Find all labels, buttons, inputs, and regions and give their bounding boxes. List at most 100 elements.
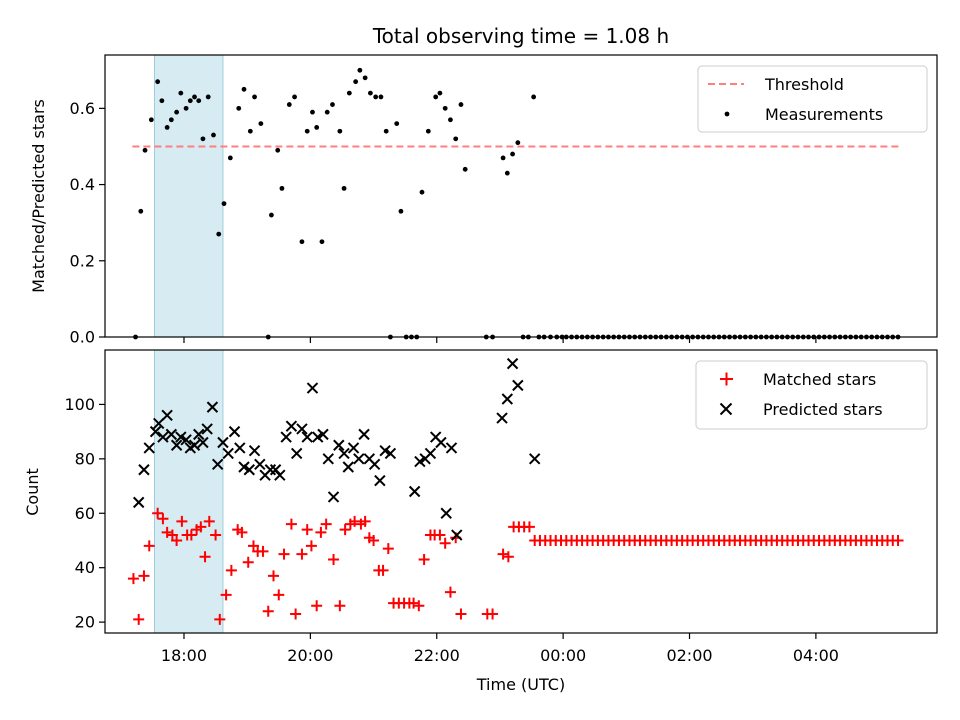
- bottom-y-tick-label: 40: [75, 558, 95, 577]
- bottom-axes-frame: [104, 349, 938, 634]
- matched-star-point: [315, 526, 327, 538]
- measurement-point: [362, 75, 368, 81]
- matched-star-point: [257, 545, 269, 557]
- x-tick-label: 04:00: [793, 646, 839, 665]
- measurement-point: [346, 90, 352, 96]
- count-panel: 20 40 60 80 100 18:00 20:00 22:00 00:00 02:00 04:…: [23, 349, 938, 694]
- matched-star-point: [203, 515, 215, 527]
- measurement-point: [373, 94, 379, 100]
- predicted-star-point: [301, 431, 313, 443]
- matched-star-point: [439, 537, 451, 549]
- predicted-star-point: [445, 442, 458, 454]
- predicted-star-point: [353, 453, 365, 465]
- measurement-point: [142, 147, 148, 153]
- matched-star-point: [199, 551, 211, 563]
- predicted-star-point: [211, 458, 224, 470]
- measurement-point: [221, 201, 227, 207]
- predicted-star-point: [358, 428, 370, 441]
- measurement-point: [319, 239, 325, 245]
- predicted-star-point: [306, 382, 319, 394]
- bottom-y-axis-label: Count: [23, 468, 42, 516]
- predicted-star-point: [193, 428, 205, 441]
- top-y-tick-label: 0.0: [70, 328, 95, 347]
- bottom-x-ticks: 18:00 20:00 22:00 00:00 02:00 04:00: [161, 633, 839, 665]
- measurement-point: [453, 136, 459, 142]
- predicted-star-point: [528, 453, 541, 465]
- top-y-ticks: 0.0 0.2 0.4 0.6: [70, 99, 105, 347]
- predicted-star-point: [243, 464, 255, 476]
- measurement-point: [168, 117, 174, 123]
- measurement-point: [192, 94, 197, 100]
- top-y-axis-label: Matched/Predicted stars: [29, 99, 48, 293]
- measurement-point: [148, 117, 154, 123]
- predicted-legend-label: Predicted stars: [763, 400, 883, 419]
- matched-star-point: [455, 608, 467, 620]
- matched-star-point: [143, 540, 155, 552]
- matched-star-point: [138, 570, 150, 582]
- measurement-point: [183, 105, 189, 111]
- measurement-point: [138, 208, 144, 214]
- predicted-star-point: [506, 357, 519, 370]
- predicted-star-point: [201, 423, 213, 435]
- bottom-y-ticks: 20 40 60 80 100: [64, 395, 105, 632]
- matched-star-point: [185, 529, 197, 541]
- measurements-legend-label: Measurements: [765, 105, 883, 124]
- top-y-tick-label: 0.2: [70, 251, 95, 270]
- matched-star-point: [523, 521, 535, 533]
- matched-star-point: [334, 600, 346, 612]
- matched-star-point: [311, 600, 323, 612]
- measurement-point: [314, 125, 320, 130]
- predicted-star-point: [333, 439, 345, 451]
- x-tick-label: 02:00: [666, 646, 712, 665]
- matched-star-point: [487, 608, 499, 620]
- matched-star-point: [225, 564, 237, 576]
- predicted-star-point: [435, 436, 447, 449]
- measurement-point: [216, 231, 222, 237]
- measurement-point: [425, 128, 431, 134]
- bottom-highlight-span: [153, 349, 224, 634]
- predicted-star-point: [374, 474, 386, 487]
- measurement-point: [159, 98, 165, 104]
- measurement-point: [448, 117, 453, 123]
- matched-star-point: [444, 586, 456, 598]
- matched-star-point: [502, 551, 514, 563]
- measurement-point: [504, 170, 510, 176]
- matched-star-point: [262, 605, 274, 617]
- predicted-star-point: [285, 420, 298, 432]
- measurement-point: [378, 94, 384, 100]
- top-legend-box: [697, 65, 928, 133]
- measurement-point: [304, 128, 310, 134]
- measurement-point: [196, 98, 202, 104]
- x-tick-label: 20:00: [287, 646, 333, 665]
- predicted-star-point: [228, 425, 241, 438]
- matched-star-point: [290, 608, 302, 620]
- measurement-point: [275, 147, 281, 153]
- matched-star-point: [301, 524, 313, 536]
- measurement-point: [200, 136, 206, 142]
- bottom-legend-box: [695, 360, 928, 430]
- predicted-star-point: [368, 458, 381, 470]
- measurement-point: [353, 79, 359, 85]
- predicted-star-point: [254, 458, 266, 470]
- measurement-point: [398, 208, 404, 214]
- bottom-y-tick-label: 80: [75, 449, 95, 468]
- x-tick-label: 22:00: [414, 646, 460, 665]
- predicted-star-point: [188, 439, 201, 451]
- predicted-star-point: [234, 442, 246, 454]
- predicted-star-point: [157, 431, 169, 443]
- top-y-tick-label: 0.6: [70, 99, 95, 118]
- matched-star-point: [176, 515, 188, 527]
- bottom-legend: Matched stars Predicted stars: [695, 360, 928, 430]
- predicted-star-point: [248, 444, 261, 457]
- predicted-star-point: [149, 425, 162, 438]
- matched-star-point: [368, 534, 380, 546]
- predicted-star-point: [217, 436, 229, 449]
- matched-star-point: [214, 613, 226, 625]
- predicted-star-point: [512, 379, 524, 392]
- top-axes-frame: [104, 54, 938, 338]
- matched-star-point: [382, 543, 394, 555]
- measurement-point: [500, 155, 506, 161]
- matched-star-point: [152, 507, 164, 519]
- predicted-star-point: [440, 507, 452, 519]
- measurement-point: [462, 166, 468, 172]
